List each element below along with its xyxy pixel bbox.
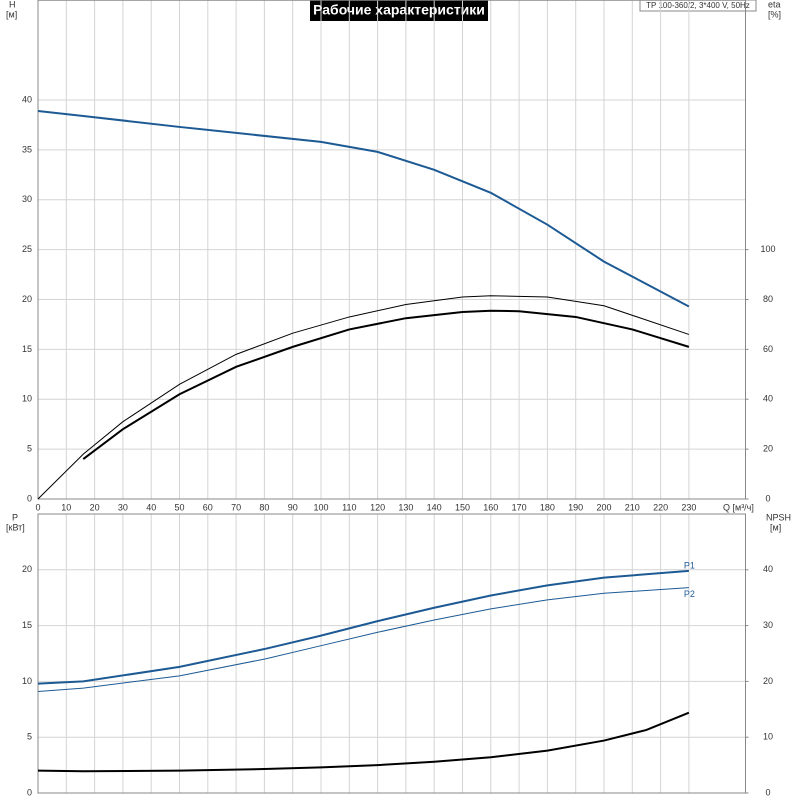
title-box: [310, 0, 488, 21]
curve: [37, 569, 689, 685]
x-tick-label: 200: [596, 502, 611, 512]
y-tick-label: 35: [22, 144, 32, 154]
chart-subtitle: TP 100-360/2, 3*400 V, 50Hz: [646, 1, 750, 10]
x-tick-label: 110: [342, 502, 356, 512]
curve: [37, 587, 689, 692]
curve: [82, 309, 690, 460]
curve: [37, 295, 690, 500]
x-tick-label: 220: [653, 502, 668, 512]
y2-axis-unit: [м]: [770, 522, 781, 532]
y2-tick-label: 100: [760, 244, 775, 254]
x-tick-label: 100: [313, 502, 328, 512]
x-tick-label: 50: [174, 502, 184, 512]
x-tick-label: 130: [398, 502, 413, 512]
x-tick-label: 70: [231, 502, 241, 512]
y2-tick-label: 20: [763, 676, 773, 686]
x-tick-label: 170: [512, 502, 527, 512]
y-tick-label: 15: [22, 620, 32, 630]
x-tick-label: 190: [568, 502, 583, 512]
x-tick-label: 30: [118, 502, 128, 512]
y2-tick-label: 60: [763, 344, 773, 354]
y-tick-label: 20: [22, 564, 32, 574]
y-axis-unit: [м]: [6, 9, 17, 19]
y2-axis-label: NPSH: [766, 512, 791, 522]
x-tick-label: 10: [61, 502, 71, 512]
y2-tick-label: 40: [763, 564, 773, 574]
curve: [37, 711, 690, 773]
y-tick-label: 10: [22, 676, 32, 686]
y-tick-label: 5: [27, 732, 32, 742]
y2-tick-label: 10: [763, 732, 773, 742]
chart-title: Рабочие характеристики: [313, 2, 485, 18]
x-tick-label: 150: [455, 502, 470, 512]
x-tick-label: 40: [146, 502, 156, 512]
y-tick-label: 40: [22, 94, 32, 104]
plot-frame: [37, 513, 746, 794]
x-tick-label: 210: [625, 502, 640, 512]
y-tick-label: 10: [22, 394, 32, 404]
x-tick-label: 80: [259, 502, 269, 512]
x-tick-label: 60: [203, 502, 213, 512]
series-label: P1: [684, 560, 695, 570]
y-axis-label: H: [9, 0, 16, 9]
y2-tick-label: 20: [763, 444, 773, 454]
y-axis-label: P: [12, 512, 18, 522]
y-tick-label: 0: [27, 493, 32, 503]
y-tick-label: 30: [22, 194, 32, 204]
x-tick-label: 0: [35, 502, 40, 512]
y-axis-unit: [кВт]: [6, 522, 25, 532]
x-tick-label: 20: [90, 502, 100, 512]
x-tick-label: 90: [288, 502, 298, 512]
y-tick-label: 15: [22, 344, 32, 354]
x-tick-label: 160: [483, 502, 498, 512]
x-tick-label: 230: [681, 502, 696, 512]
y2-tick-label: 30: [763, 620, 773, 630]
y2-tick-label: 40: [763, 394, 773, 404]
curve: [37, 109, 690, 308]
x-tick-label: 120: [370, 502, 385, 512]
y2-tick-label: 0: [765, 493, 770, 503]
y2-tick-label: 0: [765, 787, 770, 797]
y-tick-label: 20: [22, 294, 32, 304]
y2-axis-label: eta: [768, 0, 781, 9]
plot-frame: [37, 0, 746, 500]
x-axis-label: Q [м³/ч]: [723, 502, 754, 512]
x-tick-label: 180: [540, 502, 555, 512]
subtitle-box: [639, 0, 757, 12]
y-tick-label: 25: [22, 244, 32, 254]
x-tick-label: 140: [427, 502, 442, 512]
y-tick-label: 5: [27, 444, 32, 454]
y2-axis-unit: [%]: [768, 9, 781, 19]
series-label: P2: [684, 589, 695, 599]
y-tick-label: 0: [27, 787, 32, 797]
y2-tick-label: 80: [763, 294, 773, 304]
